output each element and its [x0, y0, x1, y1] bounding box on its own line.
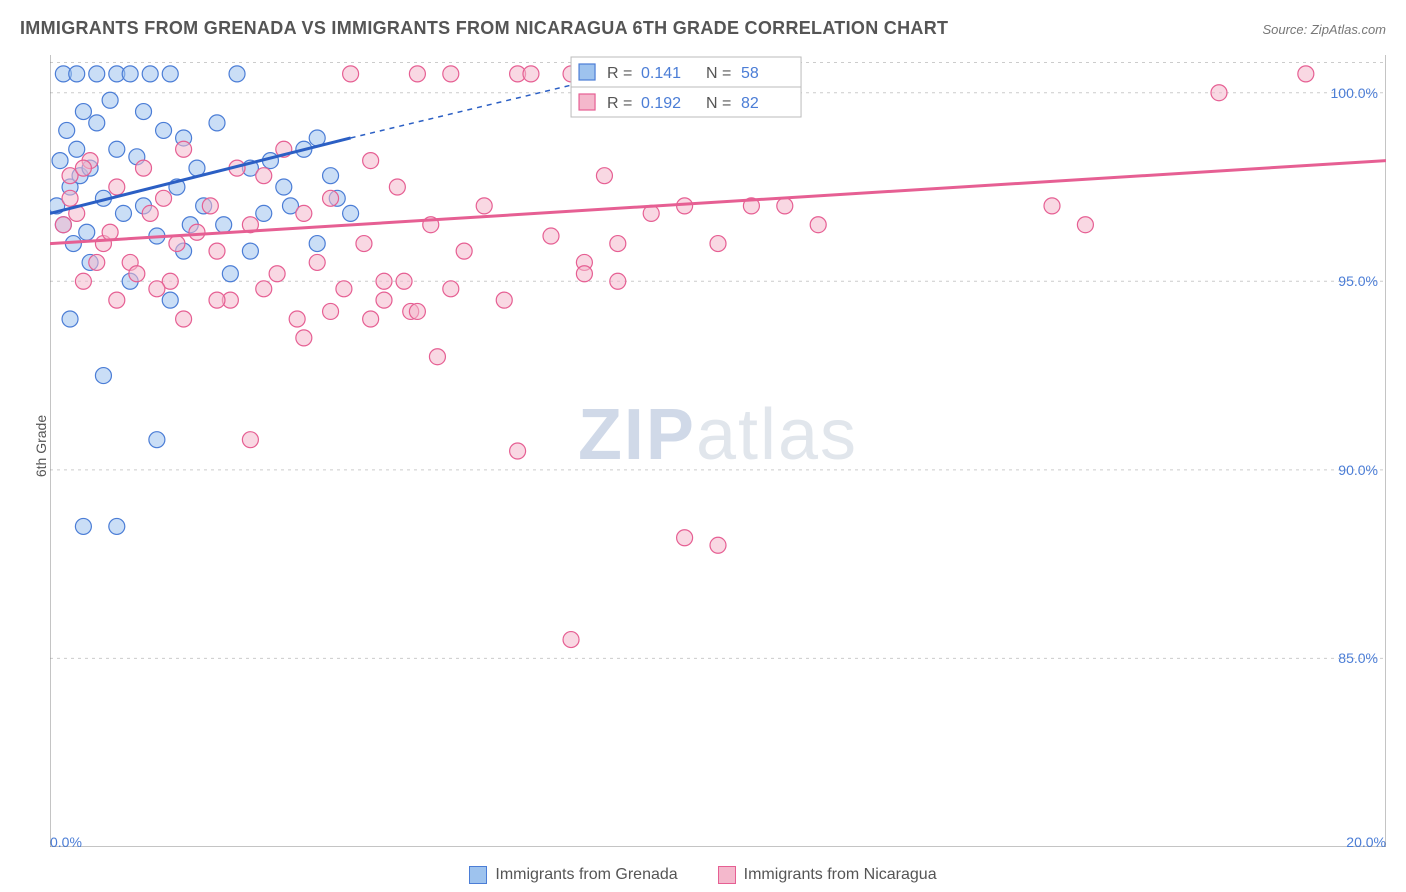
legend-label: Immigrants from Grenada [495, 866, 677, 884]
legend-label: Immigrants from Nicaragua [744, 866, 937, 884]
y-tick-label: 90.0% [1338, 462, 1378, 478]
svg-text:N =: N = [706, 65, 731, 82]
svg-text:0.141: 0.141 [641, 65, 681, 82]
y-tick-label: 85.0% [1338, 650, 1378, 666]
y-axis-label: 6th Grade [33, 415, 49, 477]
chart-area: R =0.141N =58R =0.192N =82 ZIPatlas [50, 55, 1386, 847]
source-label: Source: ZipAtlas.com [1262, 22, 1386, 37]
svg-text:R =: R = [607, 95, 632, 112]
scatter-plot: R = 0.141 N = 58 R = 0.192 N = 82 [50, 55, 1386, 847]
title-bar: IMMIGRANTS FROM GRENADA VS IMMIGRANTS FR… [0, 0, 1406, 47]
y-tick-label: 95.0% [1338, 273, 1378, 289]
legend-item-grenada: Immigrants from Grenada [469, 866, 677, 884]
x-tick-label: 20.0% [1346, 834, 1386, 850]
svg-text:82: 82 [741, 95, 759, 112]
legend-swatch-grenada [469, 866, 487, 884]
chart-title: IMMIGRANTS FROM GRENADA VS IMMIGRANTS FR… [20, 18, 948, 39]
svg-text:0.192: 0.192 [641, 95, 681, 112]
legend-swatch-nicaragua [718, 866, 736, 884]
svg-text:N =: N = [706, 95, 731, 112]
svg-text:58: 58 [741, 65, 759, 82]
legend: Immigrants from Grenada Immigrants from … [0, 866, 1406, 884]
x-tick-labels: 0.0% 20.0% [50, 834, 1386, 854]
legend-item-nicaragua: Immigrants from Nicaragua [718, 866, 937, 884]
svg-text:R =: R = [607, 65, 632, 82]
y-tick-label: 100.0% [1331, 85, 1378, 101]
x-tick-label: 0.0% [50, 834, 82, 850]
y-tick-labels: 85.0% 90.0% 95.0% 100.0% [1308, 55, 1378, 847]
